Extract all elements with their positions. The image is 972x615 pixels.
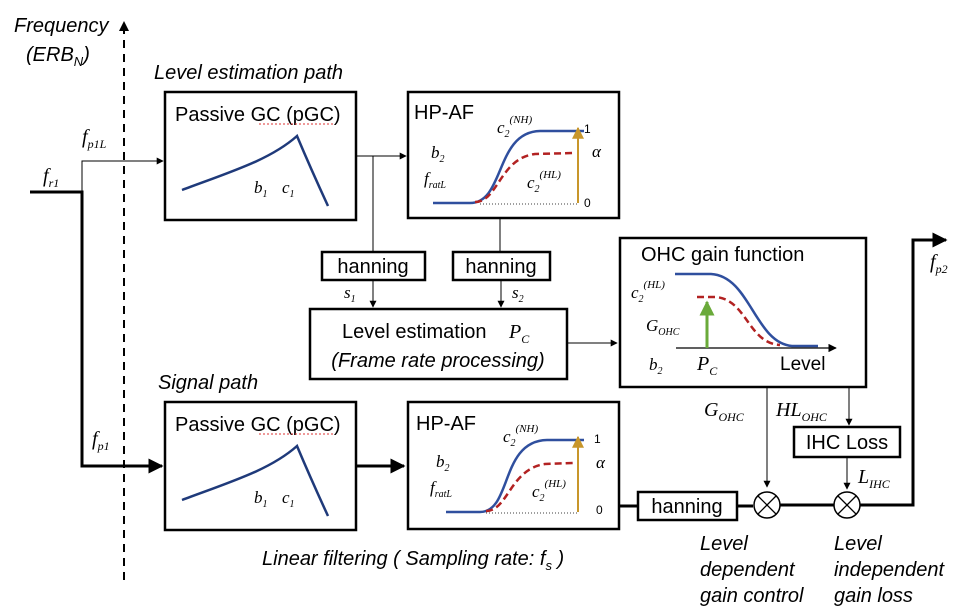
fp2-label: fp2 <box>930 251 948 276</box>
hanning-box-1: hanning <box>320 250 427 282</box>
hpaf-c2nh: c2(NH) <box>497 114 532 140</box>
ohc-level-label: Level <box>780 354 825 375</box>
fp1L-label: fp1L <box>82 126 107 151</box>
level-estimation-path-title: Level estimation path <box>154 62 343 84</box>
hpaf-fratL: fratL <box>424 169 446 191</box>
signal-path-title: Signal path <box>158 372 258 394</box>
frequency-unit: (ERBN) <box>26 44 90 69</box>
level-input-line <box>81 157 164 192</box>
hpaf-fratL-signal: fratL <box>430 478 452 500</box>
pgc-b1: b1 <box>254 178 268 200</box>
svg-text:IHC Loss: IHC Loss <box>806 432 888 454</box>
level-estimation-box: Level estimation PC (Frame rate processi… <box>308 307 569 381</box>
hpaf-tick-1: 1 <box>584 122 591 136</box>
pgc-title-signal: Passive GC (pGC) <box>175 414 341 436</box>
svg-text:gain loss: gain loss <box>834 585 913 607</box>
svg-text:gain control: gain control <box>700 585 804 607</box>
pgc-c1: c1 <box>282 178 295 200</box>
hpaf-tick-0: 0 <box>584 196 591 210</box>
hpaf-alpha: α <box>592 142 602 161</box>
s1-label: s1 <box>344 283 356 305</box>
svg-text:hanning: hanning <box>465 256 536 278</box>
svg-text:independent: independent <box>834 559 946 581</box>
ohc-gohc: GOHC <box>646 316 680 338</box>
multiplier-1 <box>753 491 781 519</box>
hpaf-tick-1-signal: 1 <box>594 432 601 446</box>
pgc-box-level: Passive GC (pGC) b1 c1 <box>163 90 358 222</box>
svg-text:Level: Level <box>834 533 882 555</box>
ohc-b2: b2 <box>649 355 663 377</box>
hpaf-c2nh-signal: c2(NH) <box>503 423 538 449</box>
ihc-loss-box: IHC Loss <box>792 425 902 459</box>
hpaf-box-signal: HP-AF c2(NH) c2(HL) b2 fratL α 1 0 <box>406 400 621 531</box>
pgc-b1-signal: b1 <box>254 488 268 510</box>
hpaf-tick-0-signal: 0 <box>596 503 603 517</box>
pgc-title: Passive GC (pGC) <box>175 104 341 126</box>
hpaf-alpha-signal: α <box>596 453 606 472</box>
svg-text:hanning: hanning <box>337 256 408 278</box>
hanning-box-2: hanning <box>451 250 552 282</box>
frequency-label: Frequency <box>14 15 109 37</box>
gohc-output-label: GOHC <box>704 399 745 424</box>
fr1-label: fr1 <box>43 165 59 190</box>
hpaf-title-signal: HP-AF <box>416 413 476 435</box>
ohc-pc: PC <box>696 353 718 378</box>
ohc-c2hl: c2(HL) <box>631 279 665 305</box>
pgc-c1-signal: c1 <box>282 488 295 510</box>
hpaf-c2hl-signal: c2(HL) <box>532 478 566 504</box>
output-line <box>860 232 948 507</box>
ohc-gain-box: OHC gain function c2(HL) GOHC b2 PC Leve… <box>618 236 868 389</box>
hanning-box-3: hanning <box>636 490 739 522</box>
svg-text:hanning: hanning <box>651 496 722 518</box>
svg-text:PC: PC <box>508 321 530 346</box>
hpaf-b2-signal: b2 <box>436 452 450 474</box>
lihc-label: LIHC <box>857 466 891 491</box>
hpaf-c2hl: c2(HL) <box>527 169 561 195</box>
s2-label: s2 <box>512 283 524 305</box>
multiplier-2 <box>833 491 861 519</box>
svg-text:(Frame rate processing): (Frame rate processing) <box>331 350 544 372</box>
svg-text:Level: Level <box>700 533 748 555</box>
level-dependent-caption: Level dependent gain control <box>700 533 804 607</box>
hpaf-b2: b2 <box>431 143 445 165</box>
linear-filtering-caption: Linear filtering ( Sampling rate: fs ) <box>262 548 564 573</box>
signal-input-line <box>30 190 164 474</box>
hpaf-box-level: HP-AF c2(NH) c2(HL) b2 fratL α 1 0 <box>406 90 621 220</box>
ohc-title: OHC gain function <box>641 244 804 266</box>
hlohc-output-label: HLOHC <box>775 399 828 424</box>
svg-text:dependent: dependent <box>700 559 796 581</box>
svg-text:Level estimation: Level estimation <box>342 321 487 343</box>
pgc-box-signal: Passive GC (pGC) b1 c1 <box>163 400 358 532</box>
hpaf-title: HP-AF <box>414 102 474 124</box>
fp1-label: fp1 <box>92 428 110 453</box>
level-independent-caption: Level independent gain loss <box>834 533 946 607</box>
